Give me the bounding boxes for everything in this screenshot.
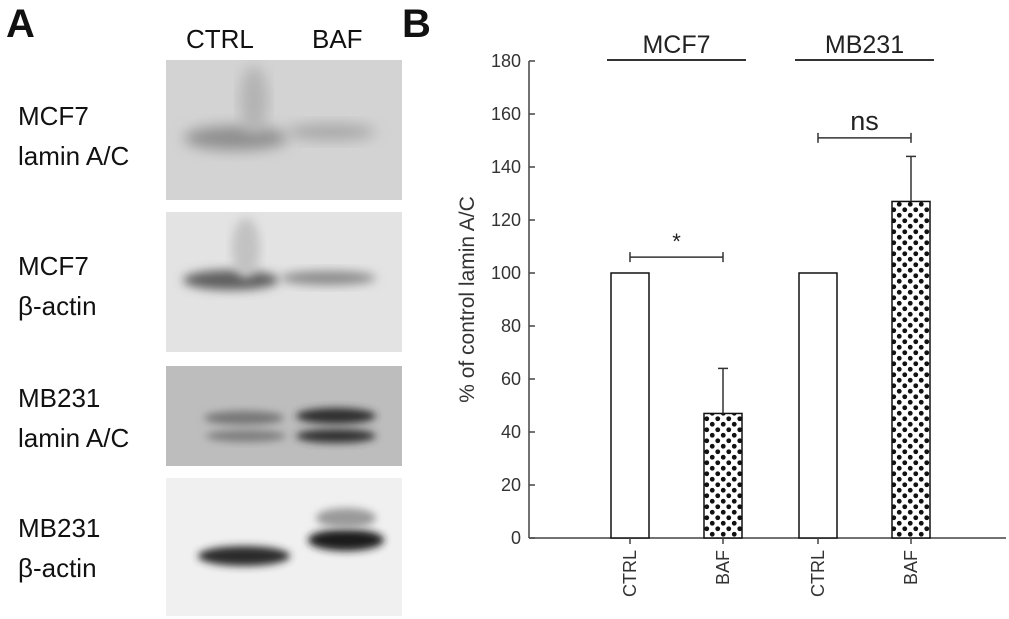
- bar-2: [798, 272, 838, 539]
- lane-label-ctrl: CTRL: [186, 24, 254, 54]
- bar-chart: 0 20 40 60 80 100 120 140 160 180 % of control lam…: [456, 31, 1006, 597]
- y-tick-label: 0: [511, 528, 521, 548]
- y-tick-label: 80: [501, 316, 521, 336]
- y-tick-label: 140: [491, 157, 521, 177]
- bar-3: [891, 200, 931, 539]
- blot-mb231-actin: [166, 478, 402, 616]
- panel-b-letter: B: [402, 2, 431, 46]
- x-tick-label: BAF: [901, 550, 921, 585]
- group-label-1: MB231: [825, 31, 904, 59]
- y-tick-label: 20: [501, 475, 521, 495]
- sig-label-0: *: [672, 229, 681, 254]
- blot-label-mb231-actin: MB231 β-actin: [18, 513, 101, 583]
- y-tick-label: 60: [501, 369, 521, 389]
- x-tick-label: BAF: [713, 550, 733, 585]
- y-tick-label: 160: [491, 104, 521, 124]
- y-axis-label: % of control lamin A/C: [456, 196, 479, 403]
- group-label-0: MCF7: [642, 31, 710, 59]
- blot-mb231-lamin: [166, 366, 402, 466]
- lane-label-baf: BAF: [312, 24, 363, 54]
- bar-0: [610, 272, 650, 539]
- y-tick-label: 120: [491, 210, 521, 230]
- blot-label-mcf7-actin: MCF7 β-actin: [18, 251, 97, 321]
- blot-mcf7-actin: [166, 212, 402, 352]
- sig-label-1: ns: [850, 106, 879, 136]
- y-tick-label: 40: [501, 422, 521, 442]
- x-tick-label: CTRL: [808, 550, 828, 597]
- blot-label-mb231-lamin: MB231 lamin A/C: [18, 383, 130, 453]
- blot-mcf7-lamin: [166, 60, 402, 200]
- y-tick-label: 180: [491, 51, 521, 71]
- x-tick-label: CTRL: [620, 550, 640, 597]
- y-tick-label: 100: [491, 263, 521, 283]
- bar-1: [703, 412, 743, 539]
- panel-a-letter: A: [6, 2, 35, 46]
- blot-label-mcf7-lamin: MCF7 lamin A/C: [18, 101, 130, 171]
